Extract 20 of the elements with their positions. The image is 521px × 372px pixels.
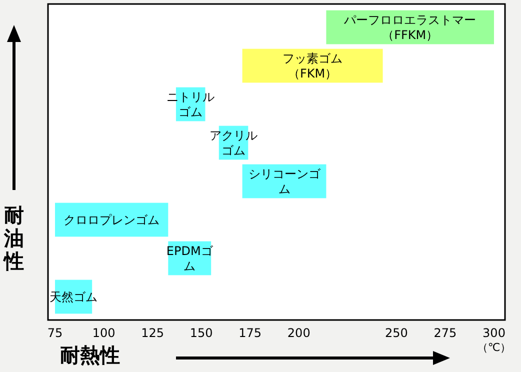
bar: フッ素ゴム（FKM） [242, 48, 383, 83]
y-tick-label: クロロプレンゴム [64, 212, 160, 227]
y-tick-label: シリコーンゴム [248, 166, 322, 196]
x-axis-title: 耐熱性 [60, 343, 120, 367]
x-tick-label: 150 [190, 326, 213, 340]
y-axis-title: 耐油性 [2, 203, 24, 273]
x-tick-label: 275 [434, 326, 457, 340]
x-tick-label: 100 [92, 326, 116, 340]
x-tick-label: 250 [384, 326, 408, 340]
x-tick-label: 200 [287, 326, 310, 340]
bar: パーフロロエラストマー（FFKM） [326, 10, 494, 44]
text: （℃） [476, 341, 512, 354]
x-tick-label: 125 [141, 326, 164, 340]
y-tick-label: フッ素ゴム（FKM） [282, 51, 343, 80]
bar: クロロプレンゴム [55, 202, 168, 237]
y-tick-label: パーフロロエラストマー（FFKM） [343, 12, 476, 42]
bar: シリコーンゴム [242, 164, 326, 198]
x-tick-label: 300 [482, 326, 506, 340]
x-tick-label: 175 [238, 326, 262, 340]
x-tick-label: 75 [47, 326, 63, 340]
